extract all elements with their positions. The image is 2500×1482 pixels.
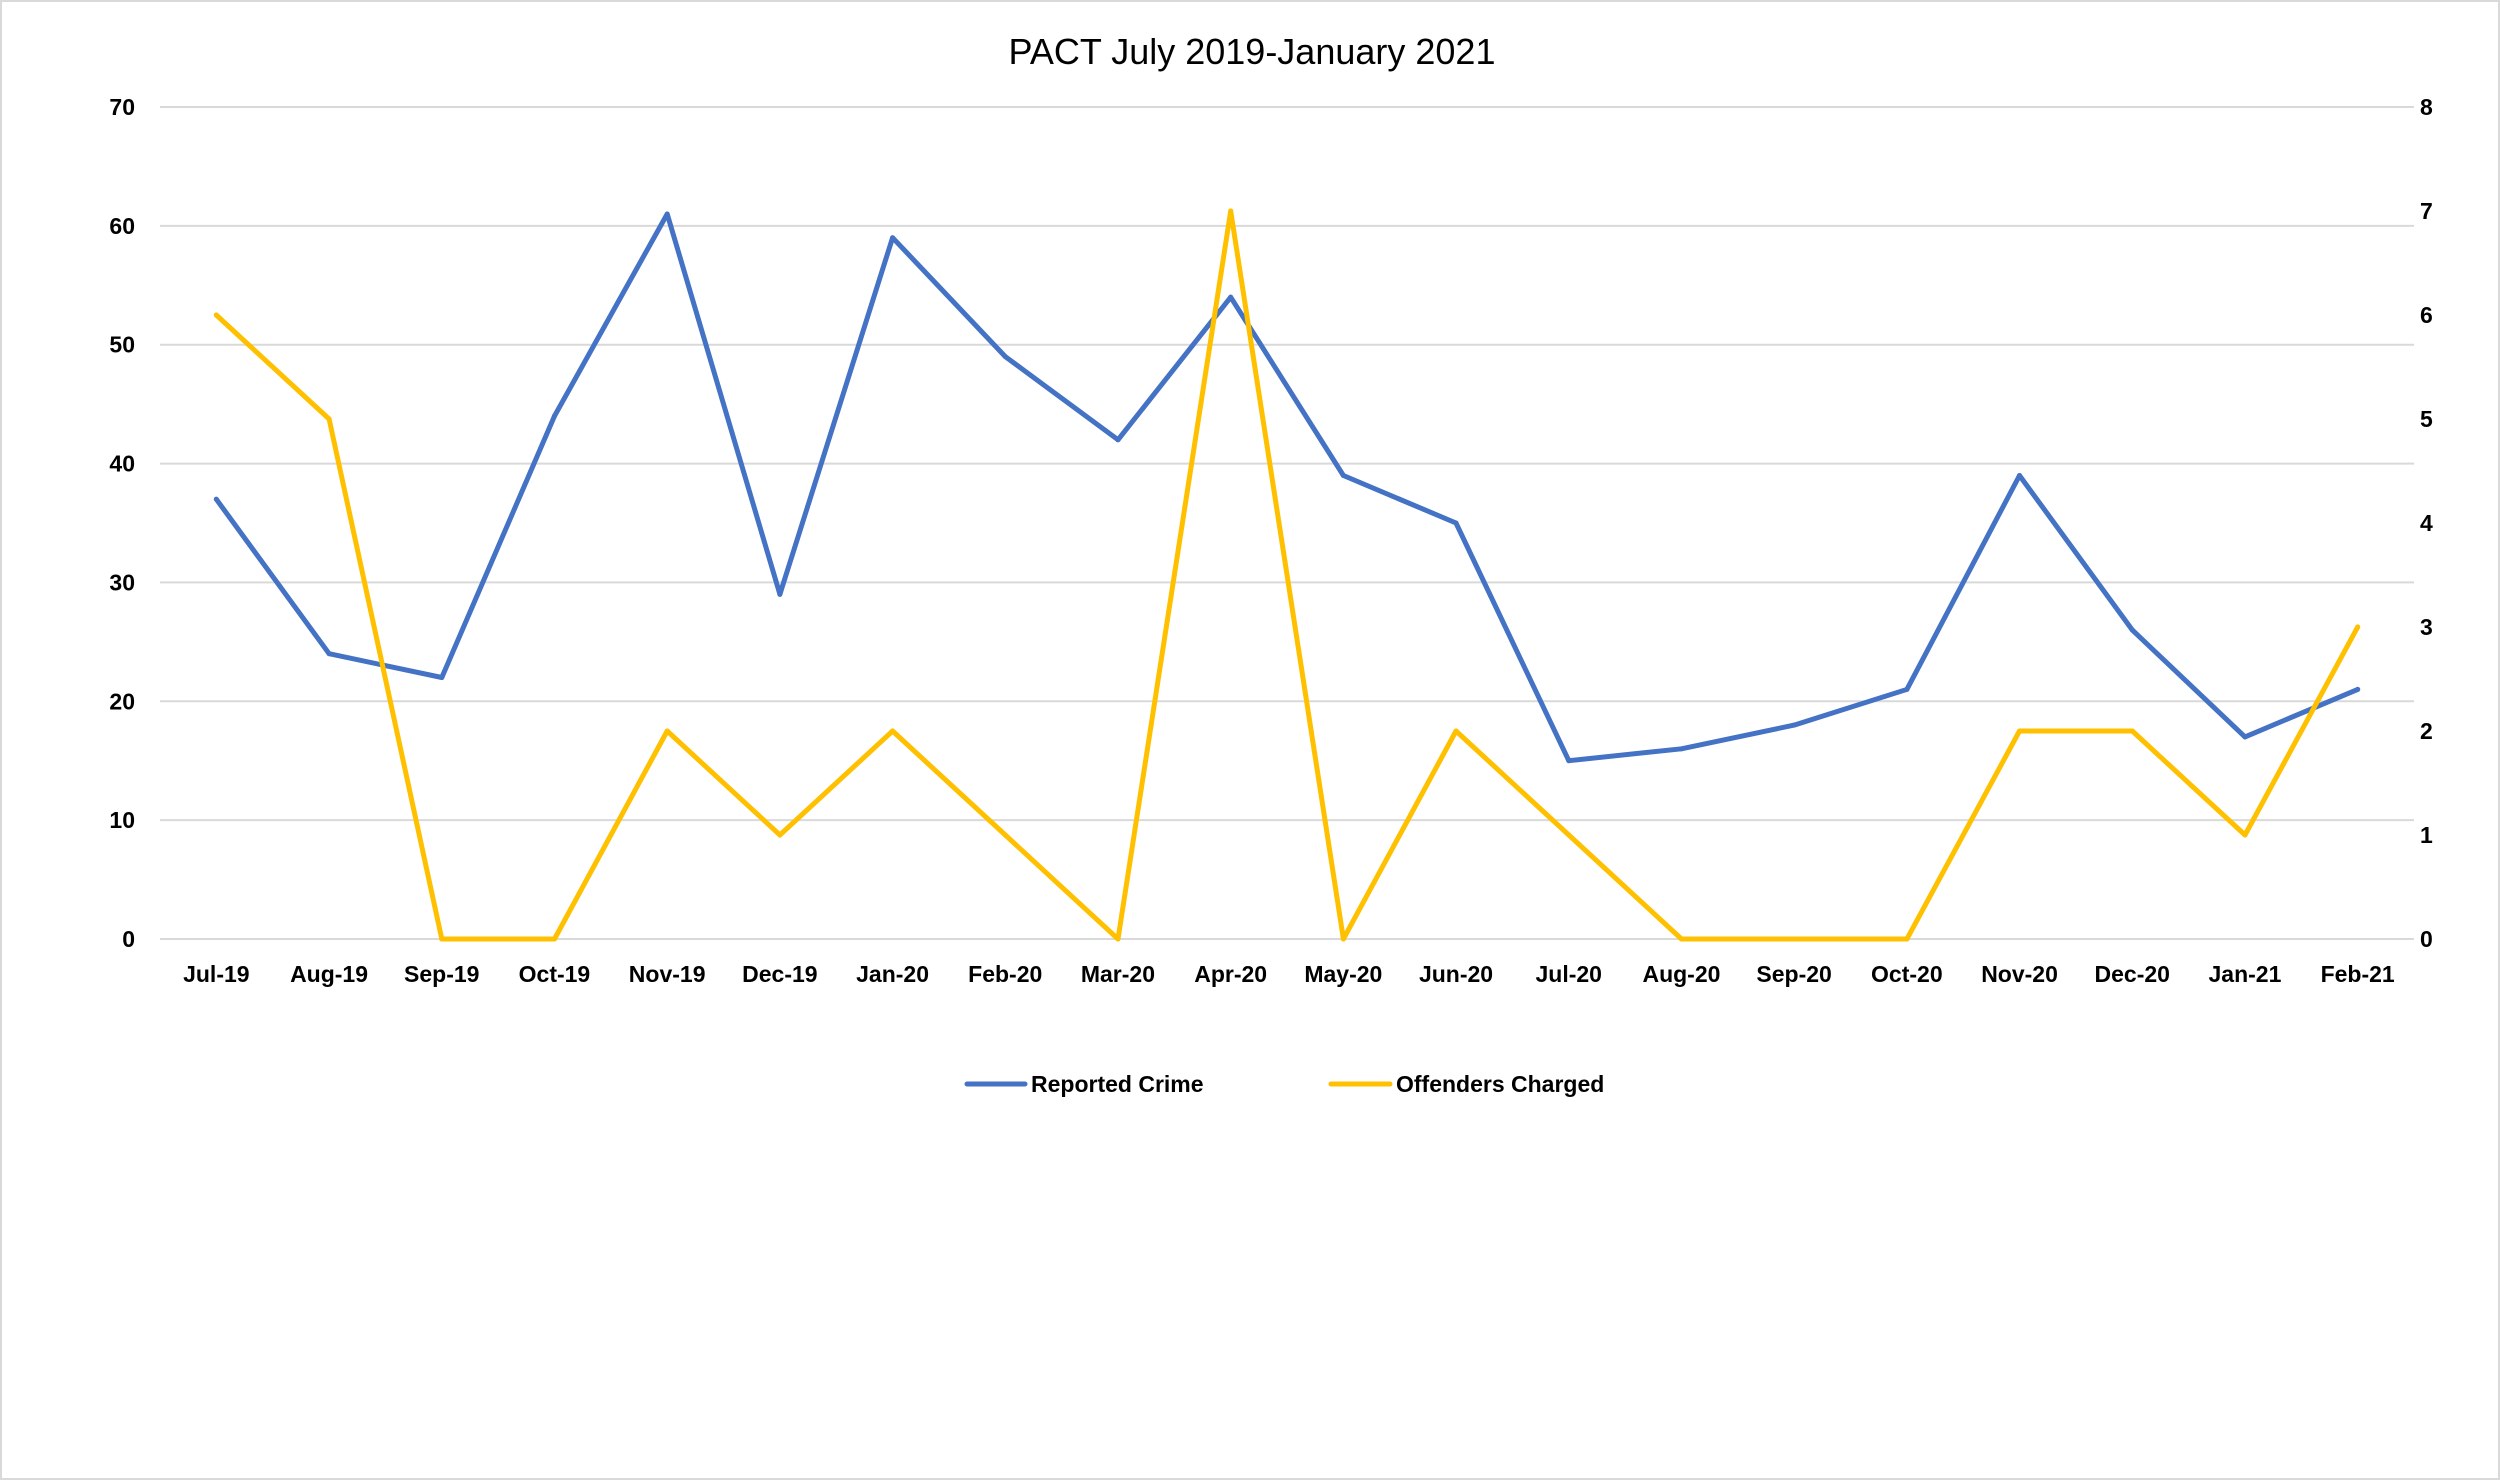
right-axis-tick-label: 1 — [2420, 822, 2433, 848]
x-axis-tick-label: Aug-20 — [1642, 961, 1720, 987]
x-axis-tick-label: Dec-20 — [2095, 961, 2170, 987]
data-point — [2129, 728, 2135, 734]
left-axis-tick-label: 70 — [109, 94, 135, 120]
data-point — [1791, 722, 1797, 728]
left-axis-tick-label: 30 — [109, 569, 135, 595]
x-axis-tick-label: Jul-19 — [183, 961, 249, 987]
data-point — [777, 832, 783, 838]
data-point — [1228, 208, 1234, 214]
data-point — [890, 235, 896, 241]
data-point — [1791, 936, 1797, 942]
data-point — [551, 413, 557, 419]
x-axis-tick-label: Aug-19 — [290, 961, 368, 987]
data-point — [777, 591, 783, 597]
chart-title: PACT July 2019-January 2021 — [1009, 31, 1496, 72]
x-axis-tick-label: Oct-19 — [519, 961, 591, 987]
data-point — [2017, 472, 2023, 478]
x-axis-tick-label: Jun-20 — [1419, 961, 1493, 987]
right-axis-tick-label: 3 — [2420, 614, 2433, 640]
series-line-reported-crime — [213, 211, 2361, 764]
data-point — [1453, 520, 1459, 526]
x-axis-tick-label: Jul-20 — [1536, 961, 1602, 987]
legend: Reported Crime Offenders Charged — [964, 1071, 1604, 1097]
data-point — [2242, 832, 2248, 838]
left-axis-tick-label: 20 — [109, 688, 135, 714]
data-point — [1115, 437, 1121, 443]
gridlines — [160, 106, 2414, 940]
data-point — [1566, 758, 1572, 764]
right-axis-tick-label: 4 — [2420, 510, 2433, 536]
data-point — [213, 312, 219, 318]
right-axis-tick-label: 8 — [2420, 94, 2433, 120]
data-point — [326, 651, 332, 657]
data-point — [2355, 624, 2361, 630]
data-point — [2242, 734, 2248, 740]
data-point — [664, 728, 670, 734]
x-axis-tick-label: Mar-20 — [1081, 961, 1155, 987]
right-axis-tick-label: 0 — [2420, 926, 2433, 952]
x-axis-tick-label: Nov-20 — [1981, 961, 2058, 987]
series-lines — [213, 208, 2361, 942]
right-axis-tick-label: 2 — [2420, 718, 2433, 744]
right-axis-tick-label: 7 — [2420, 198, 2433, 224]
x-axis-tick-label: Dec-19 — [742, 961, 817, 987]
data-point — [1002, 354, 1008, 360]
right-axis-tick-label: 6 — [2420, 302, 2433, 328]
x-axis-tick-label: Nov-19 — [629, 961, 706, 987]
data-point — [1340, 936, 1346, 942]
legend-label: Offenders Charged — [1396, 1071, 1604, 1097]
data-point — [1115, 936, 1121, 942]
x-axis-tick-label: May-20 — [1304, 961, 1382, 987]
right-axis-ticks: 0 1 2 3 4 5 6 7 8 — [2420, 94, 2433, 952]
data-point — [1228, 294, 1234, 300]
left-axis-tick-label: 40 — [109, 451, 135, 477]
data-point — [439, 675, 445, 681]
data-point — [1678, 936, 1684, 942]
left-axis-tick-label: 60 — [109, 213, 135, 239]
data-point — [1453, 728, 1459, 734]
data-point — [890, 728, 896, 734]
left-axis-tick-label: 50 — [109, 332, 135, 358]
data-point — [1566, 832, 1572, 838]
data-point — [326, 416, 332, 422]
data-point — [1002, 832, 1008, 838]
data-point — [439, 936, 445, 942]
legend-label: Reported Crime — [1031, 1071, 1204, 1097]
x-axis-tick-label: Oct-20 — [1871, 961, 1943, 987]
x-axis-ticks: Jul-19 Aug-19 Sep-19 Oct-19 Nov-19 Dec-19 Jan-… — [183, 961, 2395, 987]
data-point — [1904, 686, 1910, 692]
x-axis-tick-label: Apr-20 — [1194, 961, 1267, 987]
x-axis-tick-label: Feb-20 — [968, 961, 1042, 987]
x-axis-tick-label: Jan-20 — [856, 961, 929, 987]
data-point — [2355, 686, 2361, 692]
x-axis-tick-label: Feb-21 — [2321, 961, 2395, 987]
data-point — [551, 936, 557, 942]
x-axis-tick-label: Sep-20 — [1756, 961, 1831, 987]
x-axis-tick-label: Jan-21 — [2209, 961, 2282, 987]
right-axis-tick-label: 5 — [2420, 406, 2433, 432]
data-point — [2129, 627, 2135, 633]
left-axis-ticks: 0 10 20 30 40 50 60 70 — [109, 94, 135, 952]
data-point — [1904, 936, 1910, 942]
left-axis-tick-label: 10 — [109, 807, 135, 833]
data-point — [664, 211, 670, 217]
data-point — [1340, 472, 1346, 478]
data-point — [1678, 746, 1684, 752]
left-axis-tick-label: 0 — [122, 926, 135, 952]
data-point — [213, 496, 219, 502]
series-line-offenders-charged — [213, 208, 2361, 942]
x-axis-tick-label: Sep-19 — [404, 961, 479, 987]
data-point — [2017, 728, 2023, 734]
